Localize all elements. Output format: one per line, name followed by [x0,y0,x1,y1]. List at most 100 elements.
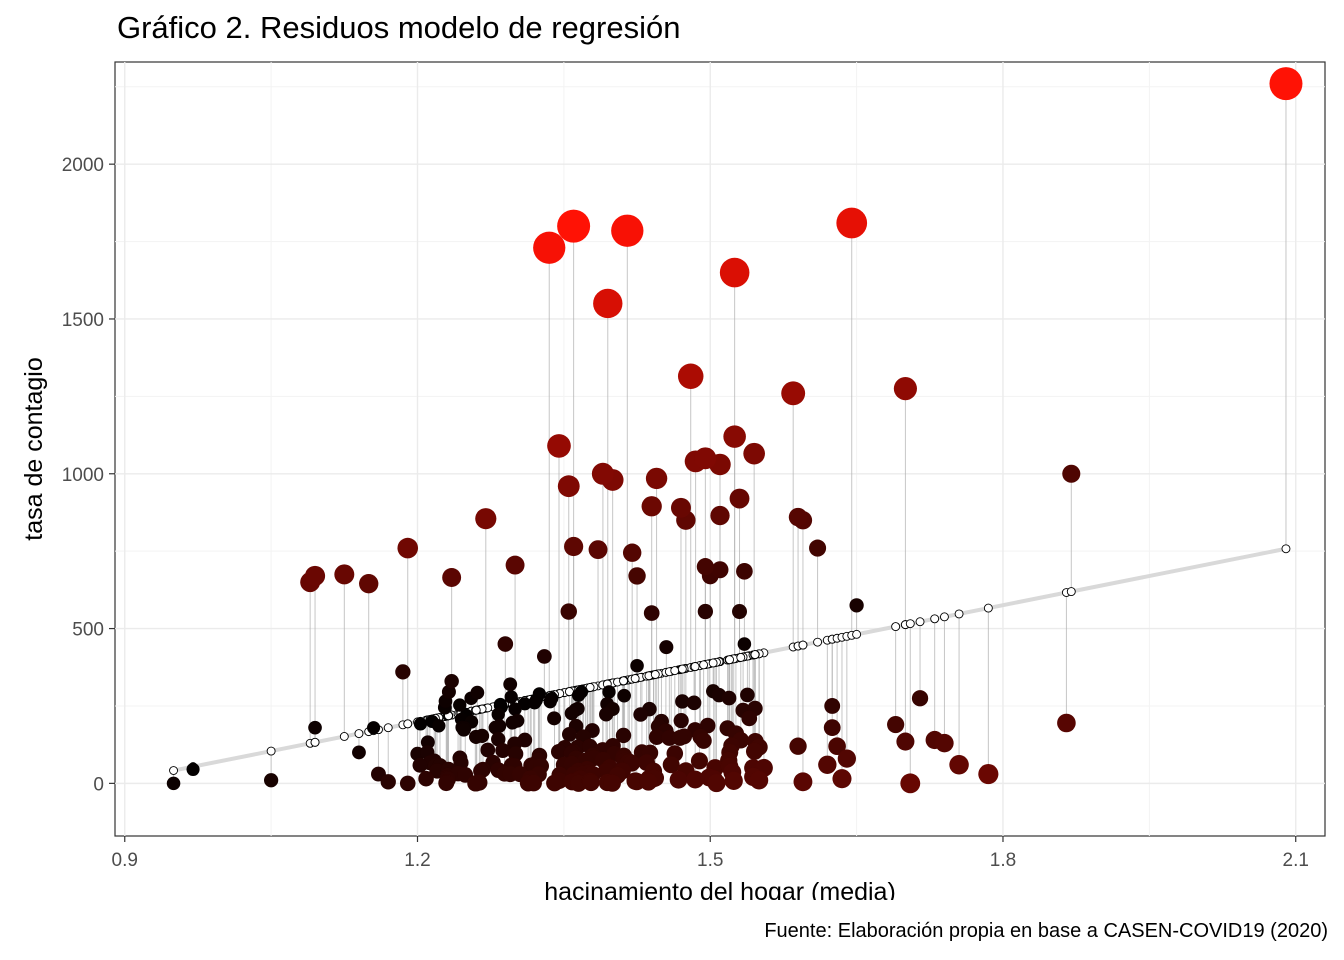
data-point [672,729,689,746]
data-point [935,733,954,753]
data-point [304,565,326,587]
fitted-point [670,666,680,676]
data-point [697,603,714,620]
data-point [690,752,709,770]
data-point [504,690,518,704]
data-point [543,695,557,709]
data-point [893,377,917,401]
y-tick-label: 2000 [62,155,104,176]
data-point [1062,464,1081,483]
data-point [896,732,915,751]
plot-panel [114,61,1326,837]
fitted-point [1066,587,1076,597]
data-point [737,637,752,651]
fitted-point [403,719,413,729]
data-point [630,658,644,673]
data-point [699,717,716,734]
data-point [622,543,642,562]
fitted-point [905,619,915,629]
data-point [397,537,419,559]
data-point [525,774,542,792]
data-point [696,558,714,576]
fitted-point [725,655,735,665]
data-point [809,539,827,557]
data-point [724,771,743,790]
data-point [719,257,750,288]
data-point [686,695,702,711]
fitted-point [339,732,349,741]
data-point [788,507,808,527]
scatter-plot: 0.9 1.2 1.5 1.8 2.1 0 500 1000 1500 2000 hacinami… [20,61,1326,900]
data-point [547,434,571,458]
data-point [675,694,690,709]
data-point [571,688,586,702]
data-point [639,773,658,791]
data-point [836,207,868,239]
data-point [823,719,841,737]
fitted-point [708,658,718,668]
x-tick-label: 1.5 [697,850,723,871]
fitted-point [169,766,178,775]
data-point [264,773,279,788]
data-point [793,772,813,792]
fitted-point [750,650,760,660]
data-point [533,231,566,264]
fitted-point [266,746,276,756]
data-point [603,774,621,792]
data-point [591,462,614,485]
data-point [677,363,704,390]
data-point [562,726,577,742]
data-point [1269,67,1303,101]
data-point [480,742,496,758]
data-point [432,719,446,733]
data-point [564,706,579,721]
data-point [536,649,552,664]
data-point [707,773,726,793]
fitted-point [630,674,640,683]
data-point [849,598,864,613]
data-point [670,497,691,518]
fitted-point [650,670,660,679]
data-point [166,776,181,791]
y-axis-title: tasa de contagio [20,357,48,540]
data-point [633,707,648,722]
x-tick-label: 2.1 [1283,850,1309,871]
x-axis-title: hacinamiento del hogar (media) [544,878,896,900]
data-point [399,775,416,792]
data-point [497,636,514,652]
data-point [900,773,921,794]
data-point [588,540,608,560]
data-point [413,717,428,731]
fitted-point [699,660,709,670]
data-point [308,720,322,735]
data-point [420,735,435,750]
fitted-point [915,617,925,627]
data-point [334,564,355,585]
data-point [694,447,717,470]
data-point [740,687,755,703]
observed-points [166,67,1303,794]
data-point [643,605,660,621]
data-point [503,677,518,692]
data-point [659,640,674,655]
data-point [367,721,381,735]
data-point [628,567,646,585]
data-point [837,749,856,768]
x-tick-label: 0.9 [112,850,138,871]
fitted-point [798,640,808,650]
data-point [911,690,929,707]
data-point [508,702,522,716]
data-point [352,745,366,760]
data-point [648,729,665,745]
data-point [721,690,737,706]
x-tick-label: 1.2 [404,850,430,871]
data-point [617,688,631,703]
data-point [645,467,668,490]
data-point [442,568,462,587]
fitted-point [930,614,940,624]
x-tick-label: 1.8 [990,850,1016,871]
chart-title: Gráfico 2. Residuos modelo de regresión [117,10,681,45]
fitted-point [939,612,949,622]
fitted-point [852,629,862,639]
data-point [444,673,459,689]
